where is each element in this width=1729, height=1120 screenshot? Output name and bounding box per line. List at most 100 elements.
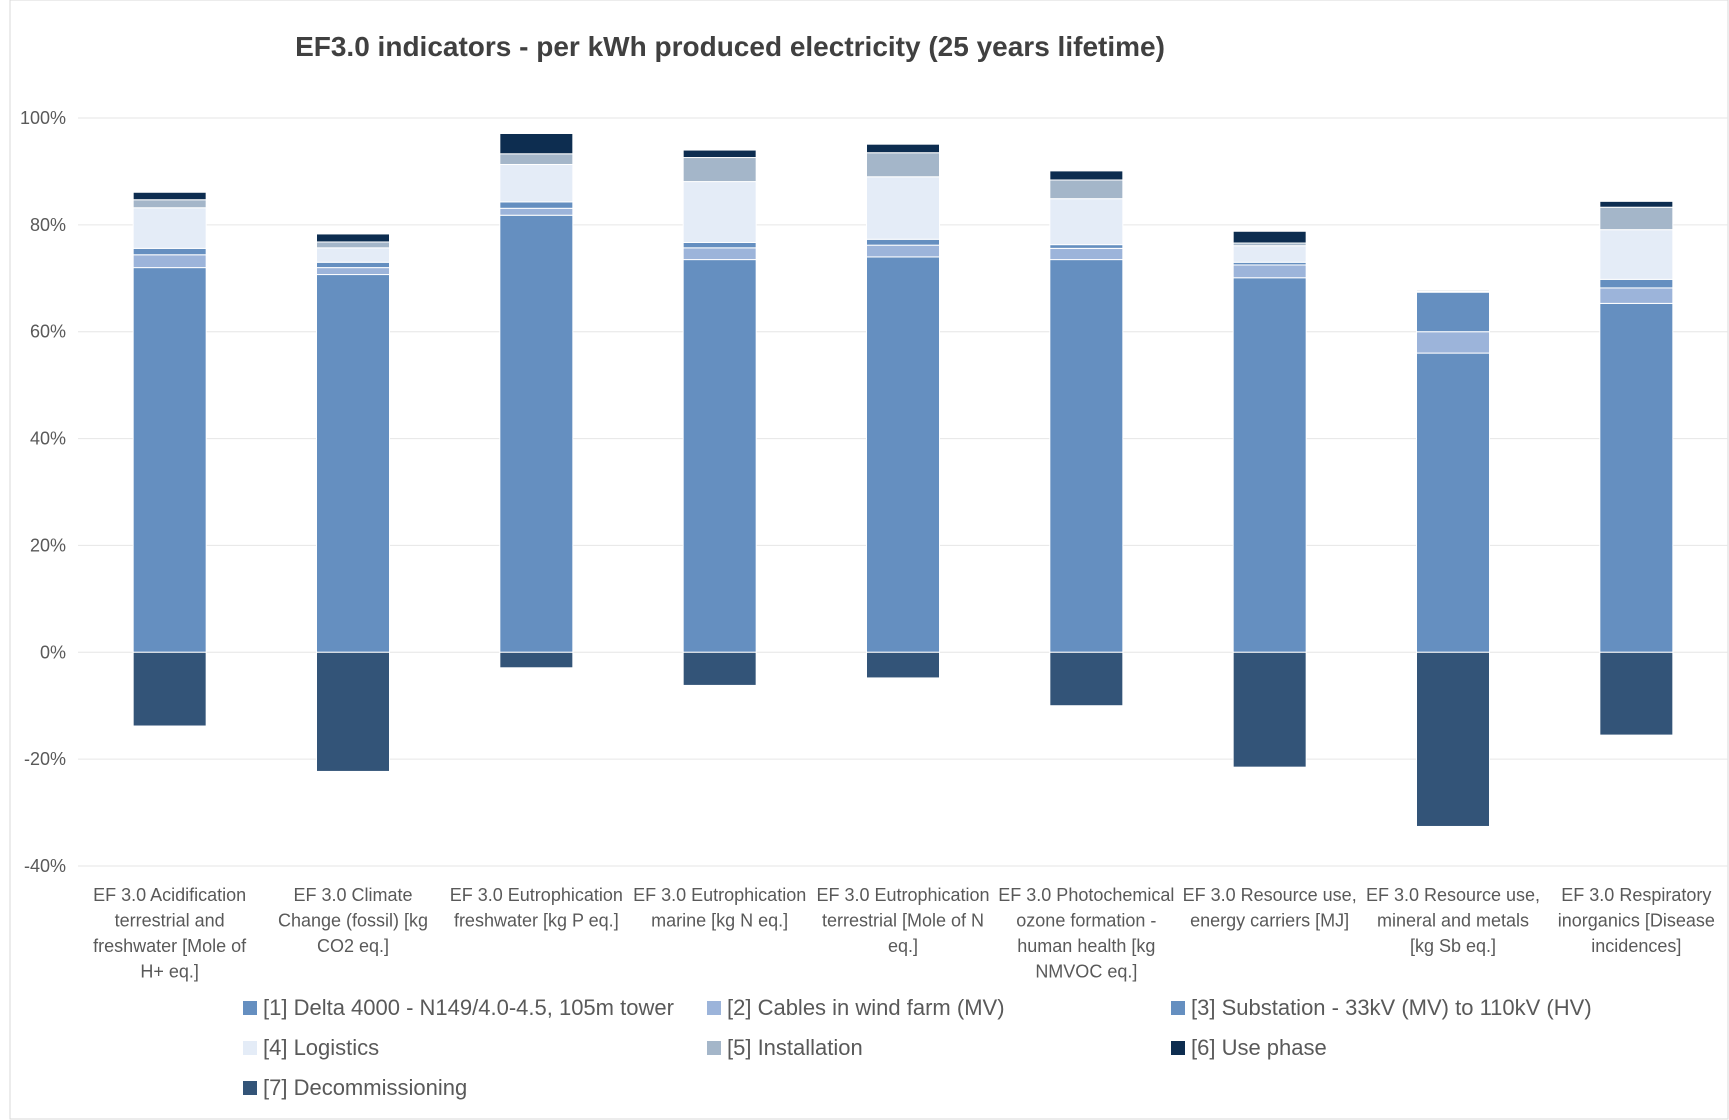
x-category-label: EF 3.0 Photochemical	[998, 885, 1174, 905]
bar-segment	[132, 247, 207, 256]
bar-segment	[316, 274, 390, 653]
x-category-label: EF 3.0 Respiratory	[1561, 885, 1711, 905]
x-category-label: EF 3.0 Resource use,	[1183, 885, 1357, 905]
x-category-label: EF 3.0 Climate	[293, 885, 412, 905]
bar-segment	[1599, 651, 1674, 736]
bar-segment	[1599, 302, 1674, 653]
y-tick-label: -40%	[24, 856, 66, 876]
x-category-label: terrestrial and	[115, 911, 225, 931]
legend-label: [7] Decommissioning	[263, 1075, 467, 1100]
bar-segment	[1416, 291, 1490, 333]
x-category-label: EF 3.0 Eutrophication	[450, 885, 623, 905]
bar-segment	[682, 259, 757, 653]
x-category-label: energy carriers [MJ]	[1190, 911, 1349, 931]
bar-segment	[1599, 206, 1674, 231]
legend-label: [3] Substation - 33kV (MV) to 110kV (HV)	[1191, 995, 1592, 1020]
legend-swatch	[243, 1081, 257, 1095]
bar-segment	[132, 199, 207, 209]
x-category-label: ozone formation -	[1016, 911, 1156, 931]
legend-label: [6] Use phase	[1191, 1035, 1327, 1060]
bar-segment	[1049, 651, 1124, 707]
x-axis-labels: EF 3.0 Acidification terrestrial and fresh…	[93, 885, 1715, 982]
bar-segment	[1599, 229, 1674, 280]
y-tick-label: 40%	[30, 429, 66, 449]
bar-segment	[499, 132, 574, 155]
bars	[132, 132, 1674, 827]
bar-segment	[682, 247, 757, 261]
x-category-label: NMVOC eq.]	[1035, 962, 1137, 982]
bar-segment	[866, 651, 940, 679]
bar-segment	[1049, 247, 1124, 261]
bar-segment	[316, 267, 390, 276]
bar-segment	[1232, 245, 1307, 263]
bar-segment	[1049, 244, 1124, 249]
legend-swatch	[707, 1041, 721, 1055]
bar-segment	[499, 153, 574, 165]
x-category-label: EF 3.0 Resource use,	[1366, 885, 1540, 905]
x-category-label: H+ eq.]	[140, 962, 199, 982]
x-category-label: CO2 eq.]	[317, 936, 389, 956]
bar-segment	[1232, 277, 1307, 653]
y-tick-label: 60%	[30, 322, 66, 342]
bar-segment	[316, 651, 390, 772]
bar-segment	[866, 152, 940, 178]
x-category-label: Change (fossil) [kg	[278, 911, 428, 931]
bar-segment	[316, 247, 390, 263]
legend-swatch	[243, 1041, 257, 1055]
y-tick-label: 80%	[30, 215, 66, 235]
bar-segment	[1599, 200, 1674, 208]
bar-segment	[132, 207, 207, 249]
legend-label: [2] Cables in wind farm (MV)	[727, 995, 1005, 1020]
bar-segment	[1049, 259, 1124, 653]
bar-segment	[132, 191, 207, 201]
x-category-label: incidences]	[1591, 936, 1681, 956]
bar-segment	[132, 651, 207, 727]
legend-label: [1] Delta 4000 - N149/4.0-4.5, 105m towe…	[263, 995, 674, 1020]
bar-segment	[316, 233, 390, 243]
bar-segment	[316, 241, 390, 249]
bar-segment	[1416, 289, 1490, 292]
x-category-label: EF 3.0 Eutrophication	[633, 885, 806, 905]
bar-segment	[499, 201, 574, 209]
bar-segment	[682, 241, 757, 249]
bar-segment	[1232, 230, 1307, 244]
bar-segment	[316, 261, 390, 269]
legend: [1] Delta 4000 - N149/4.0-4.5, 105m towe…	[243, 995, 1592, 1100]
legend-swatch	[243, 1001, 257, 1015]
bar-segment	[682, 651, 757, 686]
bar-segment	[866, 238, 940, 246]
y-tick-label: 0%	[40, 642, 66, 662]
bar-segment	[682, 181, 757, 243]
x-category-label: human health [kg	[1017, 936, 1155, 956]
bar-segment	[866, 256, 940, 653]
x-category-label: terrestrial [Mole of N	[822, 911, 984, 931]
legend-swatch	[1171, 1041, 1185, 1055]
bar-segment	[1049, 179, 1124, 200]
legend-label: [4] Logistics	[263, 1035, 379, 1060]
bar-segment	[499, 651, 574, 669]
bar-segment	[1416, 331, 1490, 354]
x-category-label: freshwater [Mole of	[93, 936, 247, 956]
y-tick-label: 20%	[30, 535, 66, 555]
x-category-label: eq.]	[888, 936, 918, 956]
x-category-label: EF 3.0 Eutrophication	[816, 885, 989, 905]
x-category-label: freshwater [kg P eq.]	[454, 911, 619, 931]
x-category-label: marine [kg N eq.]	[651, 911, 788, 931]
y-tick-label: -20%	[24, 749, 66, 769]
bar-segment	[1599, 287, 1674, 304]
bar-segment	[1049, 198, 1124, 246]
bar-segment	[499, 214, 574, 653]
bar-segment	[499, 163, 574, 203]
x-category-label: EF 3.0 Acidification	[93, 885, 246, 905]
legend-swatch	[1171, 1001, 1185, 1015]
bar-segment	[866, 176, 940, 240]
bar-segment	[1232, 651, 1307, 768]
bar-segment	[866, 244, 940, 258]
bar-segment	[132, 254, 207, 269]
bar-segment	[132, 267, 207, 653]
x-category-label: inorganics [Disease	[1558, 911, 1715, 931]
bar-segment	[1049, 170, 1124, 181]
y-tick-label: 100%	[20, 108, 66, 128]
y-axis-ticks: -40% -20% 0% 20% 40% 60% 80% 100%	[20, 108, 66, 876]
